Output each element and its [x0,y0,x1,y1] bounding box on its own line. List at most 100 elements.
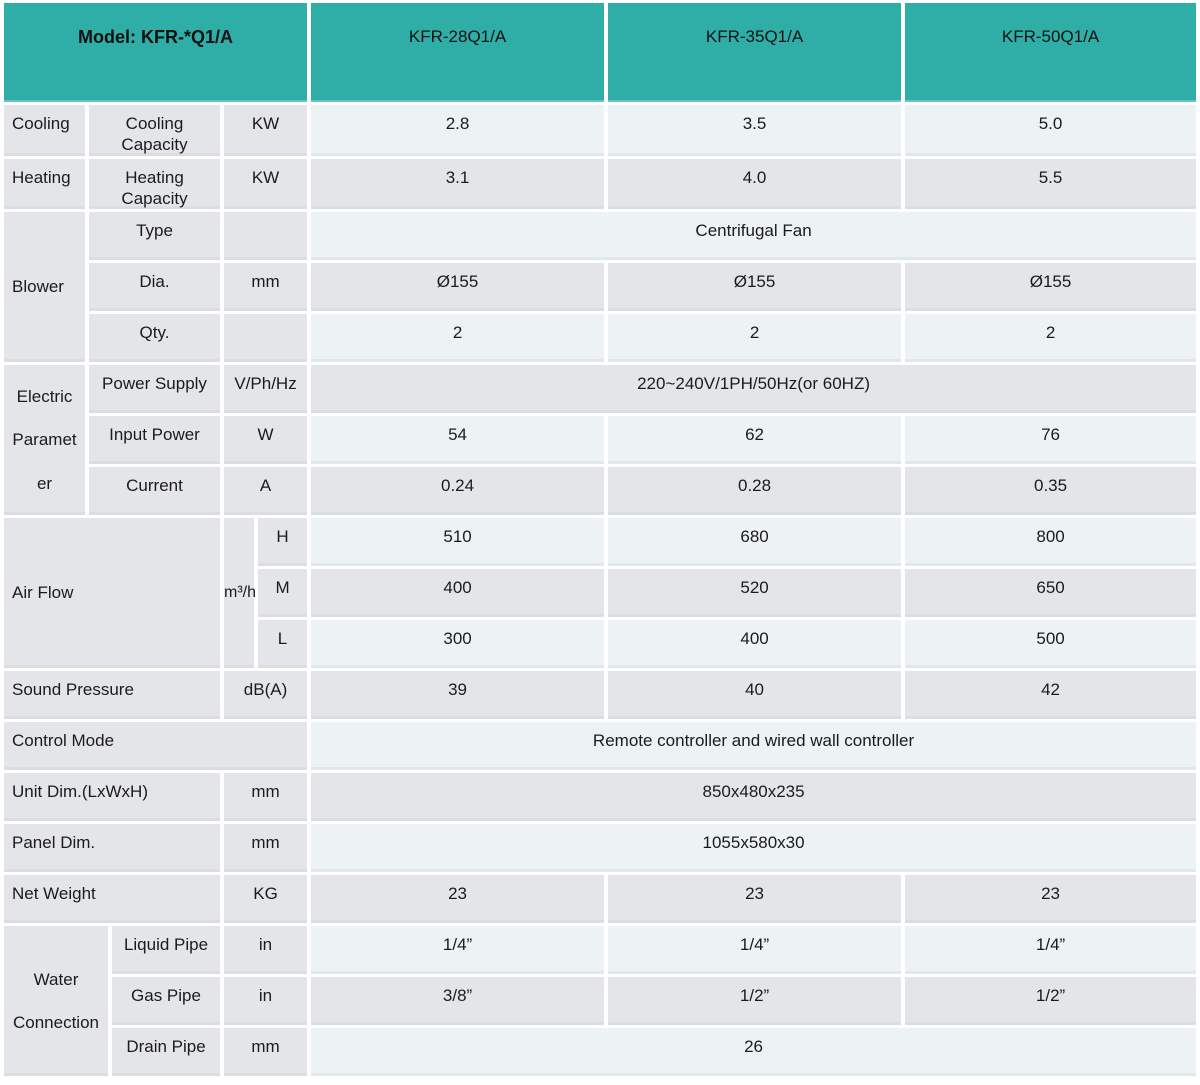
param-label-airflow-m: M [258,569,308,617]
model-header-label: Model: KFR-*Q1/A [4,3,308,102]
value-cooling-kfr35: 3.5 [608,105,902,156]
table-row-liquid-pipe: Water Connection Liquid Pipe in 1/4” 1/4… [4,926,1197,1076]
value-airflow-h-kfr35: 680 [608,518,902,566]
value-airflow-l-kfr35: 400 [608,620,902,668]
param-label-gas-pipe: Gas Pipe [112,977,220,1025]
value-net-weight-kfr50: 23 [905,875,1197,923]
unit-label-blower-qty [224,314,308,362]
unit-label-sound-pressure: dB(A) [224,671,308,719]
param-label-heating-capacity: Heating Capacity [89,158,220,209]
unit-label-gas-pipe: in [224,977,308,1025]
value-gas-pipe-kfr28: 3/8” [311,977,605,1025]
table-row-gas-pipe: Gas Pipe in 3/8” 1/2” 1/2” [4,977,1197,1025]
value-current-kfr28: 0.24 [311,467,605,515]
group-label-unit-dim: Unit Dim.(LxWxH) [4,773,220,821]
model-column-kfr-35q1a: KFR-35Q1/A [608,3,902,102]
value-gas-pipe-kfr35: 1/2” [608,977,902,1025]
model-column-kfr-28q1a: KFR-28Q1/A [311,3,605,102]
group-label-electric-parameter: Electric Parameter [4,365,85,515]
param-label-input-power: Input Power [89,416,220,464]
value-airflow-h-kfr50: 800 [905,518,1197,566]
unit-label-cooling: KW [224,105,308,156]
group-label-cooling: Cooling [4,105,85,156]
table-row-power-supply: Electric Parameter Power Supply V/Ph/Hz … [4,365,1197,515]
table-row-blower-qty: Qty. 2 2 2 [4,314,1197,362]
param-label-power-supply: Power Supply [89,365,220,413]
unit-label-power-supply: V/Ph/Hz [224,365,308,413]
value-blower-dia-kfr50: Ø155 [905,263,1197,311]
value-airflow-l-kfr28: 300 [311,620,605,668]
unit-label-drain-pipe: mm [224,1028,308,1076]
value-sound-kfr28: 39 [311,671,605,719]
table-row-blower-type: Blower Type Centrifugal Fan [4,212,1197,362]
unit-label-net-weight: KG [224,875,308,923]
value-gas-pipe-kfr50: 1/2” [905,977,1197,1025]
unit-label-blower-type [224,212,308,260]
value-airflow-m-kfr50: 650 [905,569,1197,617]
table-row-sound-pressure: Sound Pressure dB(A) 39 40 42 [4,671,1197,719]
param-label-blower-type: Type [89,212,220,260]
value-net-weight-kfr35: 23 [608,875,902,923]
group-label-blower: Blower [4,212,85,362]
unit-label-blower-dia: mm [224,263,308,311]
param-label-blower-dia: Dia. [89,263,220,311]
value-control-mode: Remote controller and wired wall control… [311,722,1197,770]
table-row-panel-dim: Panel Dim. mm 1055x580x30 [4,824,1197,872]
value-liquid-pipe-kfr50: 1/4” [905,926,1197,974]
group-label-heating: Heating [4,158,85,209]
value-power-supply: 220~240V/1PH/50Hz(or 60HZ) [311,365,1197,413]
table-row-drain-pipe: Drain Pipe mm 26 [4,1028,1197,1076]
value-blower-qty-kfr35: 2 [608,314,902,362]
value-blower-dia-kfr35: Ø155 [608,263,902,311]
param-label-current: Current [89,467,220,515]
table-row-net-weight: Net Weight KG 23 23 23 [4,875,1197,923]
value-drain-pipe: 26 [311,1028,1197,1076]
group-label-air-flow: Air Flow [4,518,220,668]
table-row-current: Current A 0.24 0.28 0.35 [4,467,1197,515]
value-panel-dim: 1055x580x30 [311,824,1197,872]
value-heating-kfr28: 3.1 [311,158,605,209]
group-label-net-weight: Net Weight [4,875,220,923]
table-row-input-power: Input Power W 54 62 76 [4,416,1197,464]
table-row-airflow-h: Air Flow m³/h H 510 680 800 [4,518,1197,668]
value-heating-kfr35: 4.0 [608,158,902,209]
group-label-water-connection: Water Connection [4,926,108,1076]
group-label-control-mode: Control Mode [4,722,308,770]
value-blower-qty-kfr50: 2 [905,314,1197,362]
param-label-cooling-capacity: Cooling Capacity [89,105,220,156]
group-label-panel-dim: Panel Dim. [4,824,220,872]
table-row-control-mode: Control Mode Remote controller and wired… [4,722,1197,770]
value-cooling-kfr50: 5.0 [905,105,1197,156]
table-row-blower-dia: Dia. mm Ø155 Ø155 Ø155 [4,263,1197,311]
value-airflow-l-kfr50: 500 [905,620,1197,668]
unit-label-unit-dim: mm [224,773,308,821]
value-airflow-m-kfr35: 520 [608,569,902,617]
value-airflow-m-kfr28: 400 [311,569,605,617]
param-label-drain-pipe: Drain Pipe [112,1028,220,1076]
value-input-power-kfr50: 76 [905,416,1197,464]
param-label-airflow-l: L [258,620,308,668]
unit-label-panel-dim: mm [224,824,308,872]
param-label-airflow-h: H [258,518,308,566]
value-input-power-kfr28: 54 [311,416,605,464]
value-current-kfr50: 0.35 [905,467,1197,515]
table-row-unit-dim: Unit Dim.(LxWxH) mm 850x480x235 [4,773,1197,821]
value-sound-kfr35: 40 [608,671,902,719]
unit-label-liquid-pipe: in [224,926,308,974]
table-row-heating: Heating Heating Capacity KW 3.1 4.0 5.5 [4,158,1197,209]
value-blower-dia-kfr28: Ø155 [311,263,605,311]
table-row-airflow-l: L 300 400 500 [4,620,1197,668]
table-row-cooling: Cooling Cooling Capacity KW 2.8 3.5 5.0 [4,105,1197,156]
unit-label-air-flow: m³/h [224,518,256,668]
table-header-row: Model: KFR-*Q1/A KFR-28Q1/A KFR-35Q1/A K… [4,3,1197,102]
value-blower-type: Centrifugal Fan [311,212,1197,260]
group-label-sound-pressure: Sound Pressure [4,671,220,719]
param-label-blower-qty: Qty. [89,314,220,362]
unit-label-input-power: W [224,416,308,464]
table-row-airflow-m: M 400 520 650 [4,569,1197,617]
model-column-kfr-50q1a: KFR-50Q1/A [905,3,1197,102]
unit-label-heating: KW [224,158,308,209]
value-sound-kfr50: 42 [905,671,1197,719]
value-liquid-pipe-kfr35: 1/4” [608,926,902,974]
